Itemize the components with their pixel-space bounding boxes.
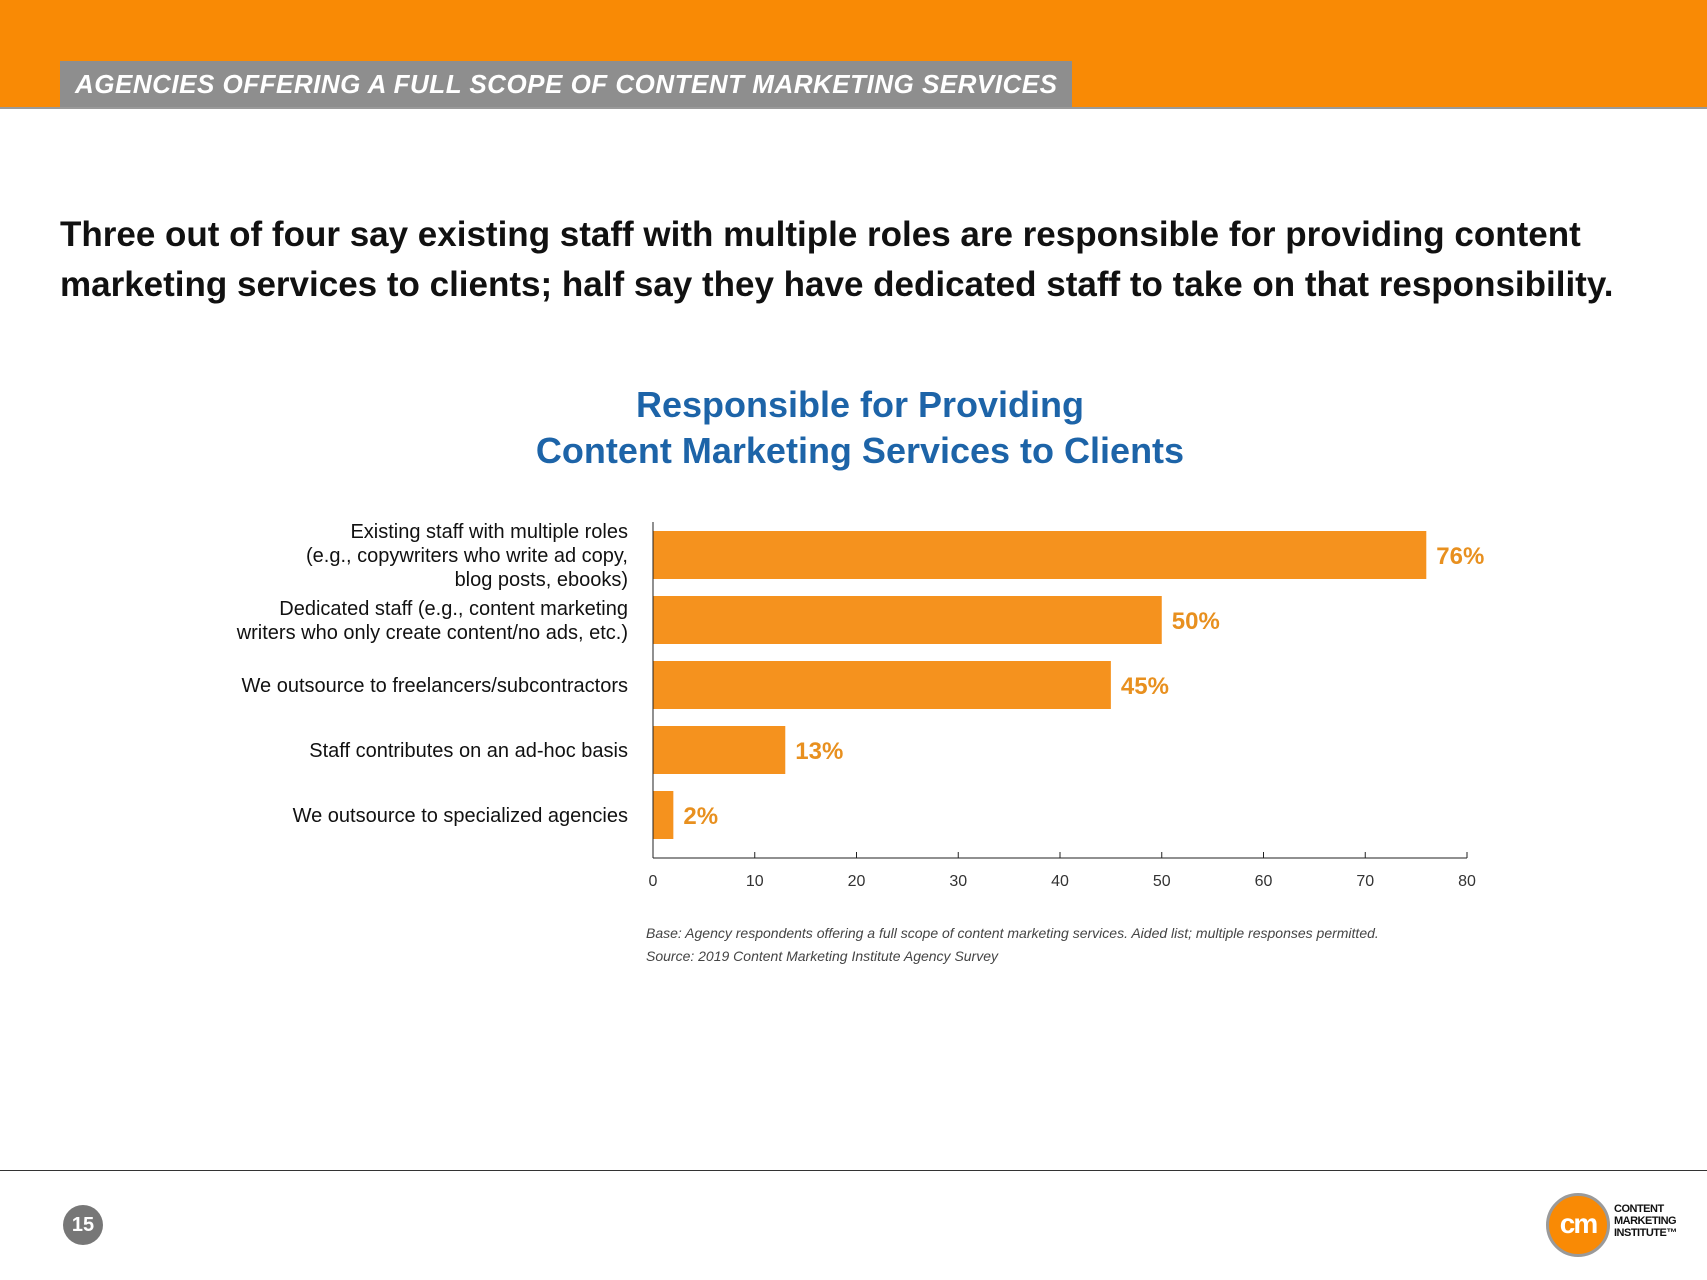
value-label-1: 50% [1172, 608, 1220, 635]
bar-chart: 76% 50% 45% 13% 2% Existing staff with multip… [236, 521, 1485, 890]
logo-line-1: CONTENT [1614, 1203, 1664, 1215]
chart-title-line-2: Content Marketing Services to Clients [535, 430, 1185, 471]
logo-mark: cm [1546, 1193, 1610, 1257]
footer-divider [0, 1170, 1707, 1171]
base-note: Base: Agency respondents offering a full… [646, 925, 1379, 941]
value-label-4: 2% [683, 803, 718, 830]
x-tick-label-5: 50 [1153, 873, 1171, 890]
category-label-3-0: Staff contributes on an ad-hoc basis [309, 740, 628, 762]
category-label-4-0: We outsource to specialized agencies [293, 805, 628, 827]
x-tick-label-1: 10 [746, 873, 764, 890]
cmi-logo: cm CONTENT MARKETING INSTITUTE™ [1544, 1191, 1694, 1261]
x-tick-label-0: 0 [649, 873, 658, 890]
logo-line-2: MARKETING [1614, 1215, 1677, 1227]
value-label-2: 45% [1121, 673, 1169, 700]
x-tick-label-3: 30 [949, 873, 967, 890]
logo-text: CONTENT MARKETING INSTITUTE™ [1614, 1203, 1677, 1239]
category-label-2-0: We outsource to freelancers/subcontracto… [242, 675, 628, 697]
chart-title: Responsible for Providing Content Market… [460, 382, 1260, 474]
category-label-0-2: blog posts, ebooks) [455, 569, 628, 591]
x-tick-label-7: 70 [1356, 873, 1374, 890]
logo-line-3: INSTITUTE™ [1614, 1227, 1677, 1239]
category-label-1-1: writers who only create content/no ads, … [236, 622, 628, 644]
chart-title-line-1: Responsible for Providing [635, 384, 1085, 425]
bar-4 [653, 791, 674, 839]
bar-0 [653, 531, 1427, 579]
category-label-0-1: (e.g., copywriters who write ad copy, [306, 545, 628, 567]
source-note: Source: 2019 Content Marketing Institute… [646, 948, 999, 964]
bar-2 [653, 661, 1111, 709]
x-tick-label-6: 60 [1255, 873, 1273, 890]
category-label-1-0: Dedicated staff (e.g., content marketing [279, 598, 628, 620]
page-number: 15 [63, 1205, 103, 1245]
value-label-3: 13% [795, 738, 843, 765]
x-tick-label-4: 40 [1051, 873, 1069, 890]
category-label-0-0: Existing staff with multiple roles [350, 521, 628, 543]
value-label-0: 76% [1436, 543, 1484, 570]
section-title: AGENCIES OFFERING A FULL SCOPE OF CONTEN… [60, 61, 1073, 107]
bar-3 [653, 726, 786, 774]
header-divider [0, 107, 1707, 109]
bar-1 [653, 596, 1162, 644]
page-headline: Three out of four say existing staff wit… [60, 215, 1614, 304]
x-tick-label-2: 20 [848, 873, 866, 890]
x-tick-label-8: 80 [1458, 873, 1476, 890]
chart-notes: Base: Agency respondents offering a full… [646, 922, 1379, 968]
